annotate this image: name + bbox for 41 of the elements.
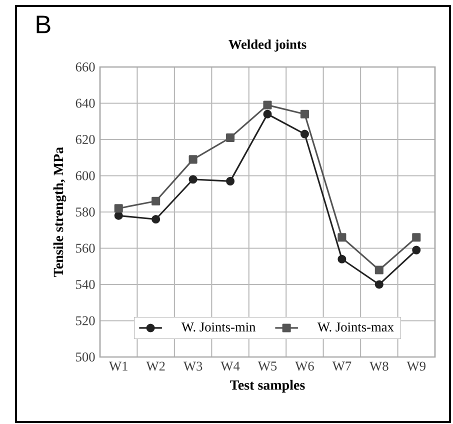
x-tick-label: W9	[406, 362, 426, 371]
y-tick-label: 540	[76, 280, 95, 289]
y-tick-label: 620	[76, 134, 95, 144]
point	[114, 204, 123, 213]
point	[226, 176, 235, 186]
point	[374, 266, 384, 274]
point	[152, 196, 160, 206]
point	[300, 110, 309, 118]
y-tick-label: 660	[76, 62, 95, 72]
point	[263, 100, 272, 110]
y-axis-title: Tensile strength, MPa	[53, 147, 66, 277]
point	[188, 155, 198, 164]
x-tick-label: W2	[146, 362, 165, 371]
y-tick-label: 520	[76, 316, 95, 326]
point	[374, 280, 384, 289]
point	[300, 130, 309, 138]
x-tick-label: W7	[332, 362, 352, 371]
x-tick-label: W1	[109, 362, 128, 371]
y-tick-label: 640	[76, 98, 95, 108]
y-tick-label: 580	[76, 207, 95, 216]
y-tick-label: 600	[76, 171, 95, 180]
point	[152, 214, 160, 224]
x-tick-label: W5	[258, 362, 277, 371]
legend-label: W. Joints-max	[317, 322, 394, 332]
point	[188, 175, 198, 184]
point	[338, 254, 346, 264]
y-tick-label: 500	[76, 352, 95, 362]
legend-label: W. Joints-min	[181, 322, 256, 332]
point	[338, 233, 346, 242]
x-tick-label: W3	[183, 362, 202, 371]
x-tick-label: W8	[370, 362, 388, 371]
point	[412, 246, 421, 254]
y-tick-label: 560	[76, 244, 95, 253]
point	[263, 110, 272, 118]
chart-title: Welded joints	[228, 40, 306, 52]
x-axis-title: Test samples	[230, 380, 305, 393]
x-tick-label: W6	[295, 362, 314, 371]
x-tick-label: W4	[220, 362, 240, 371]
text: B	[36, 16, 50, 34]
point	[226, 133, 235, 142]
point	[412, 233, 421, 242]
